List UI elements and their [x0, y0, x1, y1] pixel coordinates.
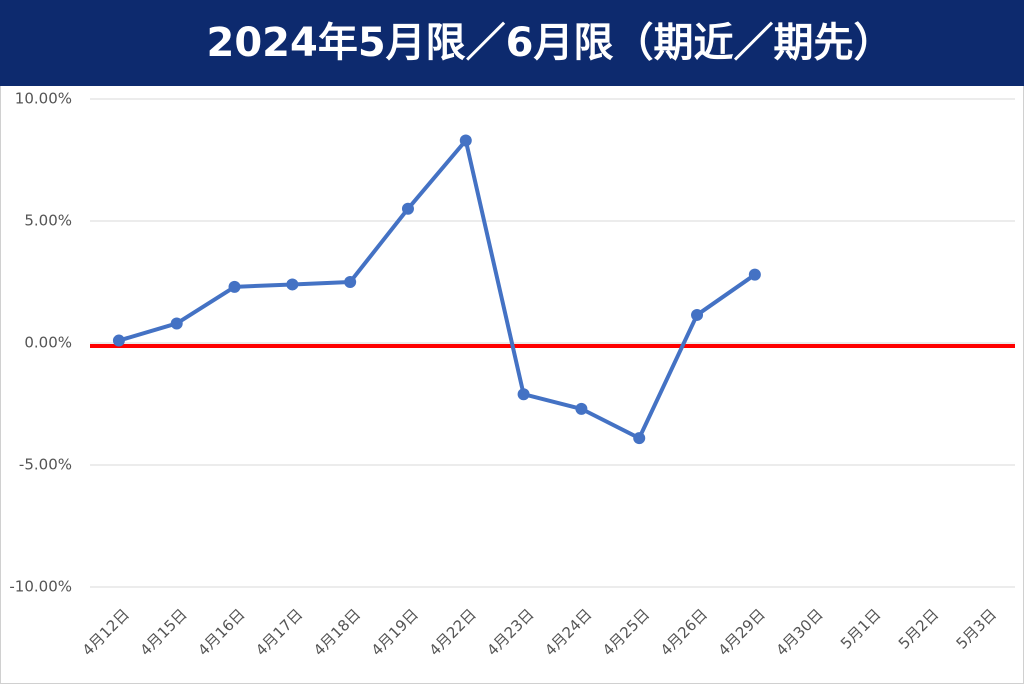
data-point	[401, 202, 414, 215]
data-point	[748, 268, 761, 281]
data-point	[112, 334, 125, 347]
y-tick-label: -5.00%	[19, 456, 72, 474]
title-banner	[0, 0, 1024, 86]
y-tick-label: 0.00%	[24, 334, 72, 352]
series-line	[118, 138, 756, 441]
data-point	[575, 402, 588, 415]
data-point	[459, 134, 472, 147]
data-point	[691, 308, 704, 321]
y-tick-label: -10.00%	[9, 578, 72, 596]
y-tick-label: 10.00%	[15, 90, 72, 108]
data-point	[170, 317, 183, 330]
data-point	[286, 278, 299, 291]
data-point	[228, 280, 241, 293]
data-point	[517, 388, 530, 401]
data-point	[344, 276, 357, 288]
y-tick-label: 5.00%	[24, 212, 72, 230]
data-point	[633, 432, 646, 445]
chart-title: 2024年5月限／6月限（期近／期先）	[207, 20, 894, 66]
